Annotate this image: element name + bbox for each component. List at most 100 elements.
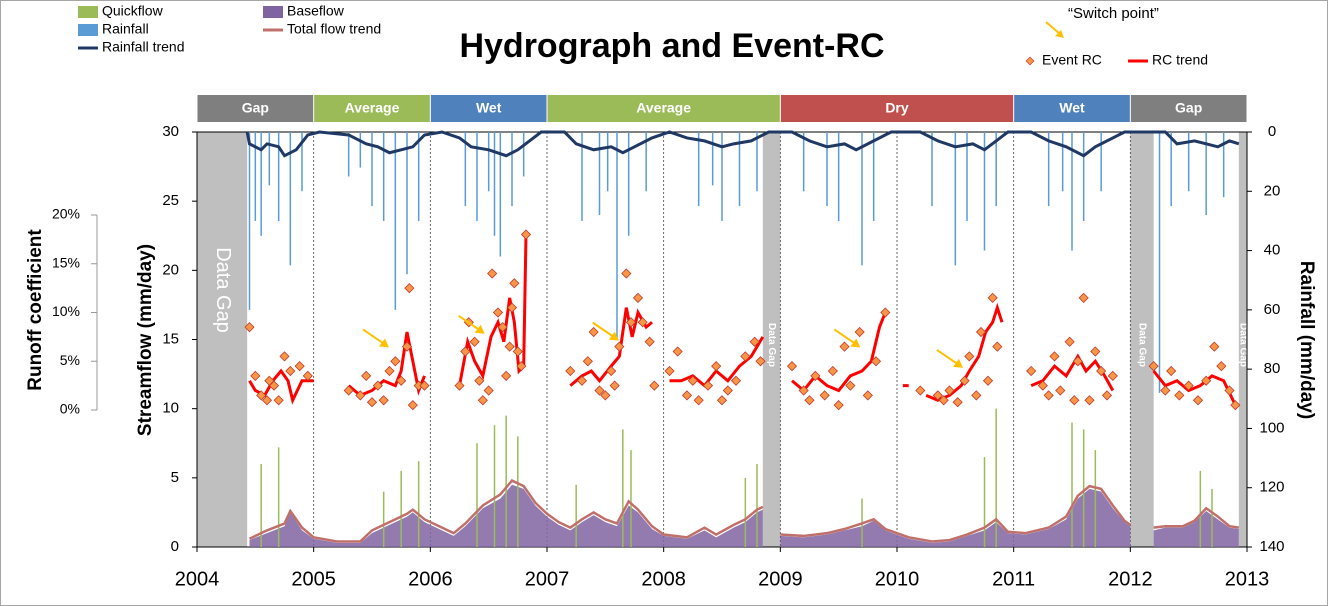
point <box>419 380 430 391</box>
point <box>1101 390 1113 401</box>
point <box>1084 395 1095 406</box>
point <box>1192 395 1204 406</box>
point <box>649 380 660 391</box>
point <box>687 375 698 386</box>
period-label: Wet <box>1059 100 1085 116</box>
point <box>1174 390 1185 401</box>
point <box>1107 370 1118 381</box>
point <box>716 395 728 406</box>
point <box>1043 390 1054 401</box>
line <box>347 331 426 398</box>
line <box>780 484 1132 543</box>
point <box>810 370 821 381</box>
point <box>355 390 366 401</box>
point <box>987 292 998 303</box>
y2-tick-label: 80 <box>1264 360 1281 377</box>
point <box>343 385 354 396</box>
switch-arrow-head <box>850 338 861 348</box>
point <box>944 385 955 396</box>
point <box>672 346 683 357</box>
data-gap <box>762 132 781 547</box>
area <box>1153 511 1239 547</box>
line <box>569 307 653 387</box>
y2-tick-label: 120 <box>1259 479 1284 496</box>
legend-label: Rainfall trend <box>102 39 185 55</box>
point <box>971 390 982 401</box>
point <box>1069 395 1080 406</box>
point <box>862 390 873 401</box>
point <box>407 400 418 411</box>
point <box>506 302 518 313</box>
line <box>458 234 528 386</box>
point <box>384 365 395 377</box>
point <box>396 375 407 386</box>
y-tick-label: 10 <box>162 400 179 417</box>
point <box>833 400 844 411</box>
point <box>261 395 273 406</box>
point <box>285 365 296 377</box>
period-band <box>314 95 430 122</box>
legend-label: Quickflow <box>102 3 164 19</box>
y2-tick-label: 140 <box>1259 538 1284 555</box>
point <box>372 380 383 391</box>
period-label: Dry <box>885 100 909 116</box>
period-band <box>780 95 1014 122</box>
period-label: Average <box>345 100 400 116</box>
period-label: Gap <box>242 100 269 116</box>
point <box>401 341 413 352</box>
y3-tick-label: 5% <box>60 352 80 368</box>
point <box>609 380 620 391</box>
legend-swatch <box>263 6 283 18</box>
y-tick-label: 5 <box>171 469 179 486</box>
point <box>361 370 372 381</box>
point <box>469 336 480 347</box>
period-label: Gap <box>1175 100 1202 116</box>
point <box>600 390 611 401</box>
line <box>245 130 1240 158</box>
point <box>644 336 655 347</box>
point <box>959 375 970 386</box>
point <box>681 390 693 401</box>
point <box>722 385 733 396</box>
switch-arrow-head <box>608 331 619 341</box>
point <box>1216 361 1227 372</box>
legend-swatch <box>78 24 98 36</box>
data-gap-label: Data Gap <box>1237 323 1248 367</box>
legend-swatch <box>1045 21 1061 35</box>
point <box>302 370 313 381</box>
point <box>1160 385 1171 396</box>
x-tick-label: 2013 <box>1225 568 1270 590</box>
point <box>693 395 704 406</box>
y3-tick-label: 15% <box>52 254 80 270</box>
point <box>512 346 523 357</box>
legend-label: Total flow trend <box>287 21 381 37</box>
legend-label: Event RC <box>1042 52 1102 68</box>
data-gap-label: Data Gap <box>212 247 234 333</box>
legend-swatch <box>78 6 98 18</box>
point <box>582 356 593 367</box>
switch-arrow <box>362 328 386 346</box>
area <box>780 488 1131 547</box>
y2-tick-label: 0 <box>1268 123 1276 140</box>
data-gap <box>1130 132 1154 547</box>
point <box>1209 341 1220 352</box>
point <box>516 361 527 372</box>
line <box>248 479 764 543</box>
chart-title: Hydrograph and Event-RC <box>459 27 884 65</box>
point <box>1049 351 1060 362</box>
point <box>740 351 751 362</box>
point <box>250 370 261 381</box>
period-band <box>1130 95 1247 122</box>
point <box>975 326 987 338</box>
period-band <box>1014 95 1130 122</box>
y2-tick-label: 20 <box>1264 182 1281 199</box>
y-tick-label: 0 <box>171 538 179 555</box>
switch-arrow <box>592 321 616 339</box>
point <box>621 268 632 279</box>
line <box>791 311 887 393</box>
point <box>845 380 856 391</box>
point <box>1090 346 1101 357</box>
data-gap <box>1238 132 1247 547</box>
point <box>952 397 963 408</box>
switch-arrow-head <box>474 324 485 334</box>
